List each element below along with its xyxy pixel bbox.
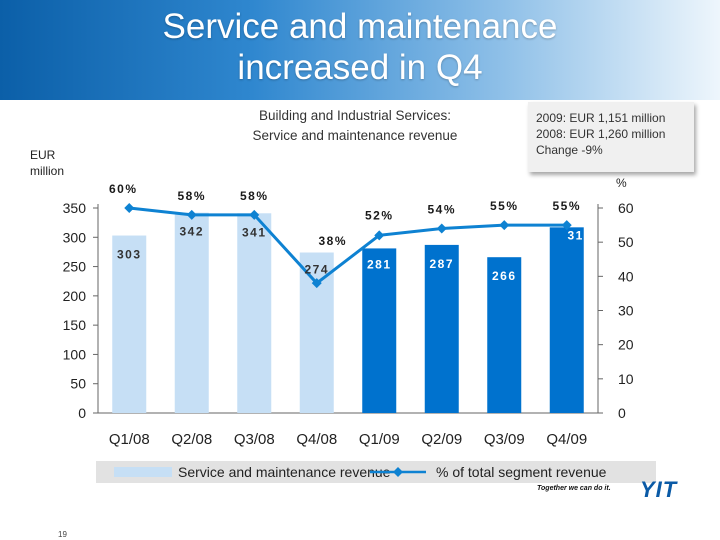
- x-tick-label: Q3/08: [234, 431, 275, 448]
- percent-point: [374, 230, 385, 241]
- legend-swatch-line: [370, 467, 426, 477]
- summary-line-change: Change -9%: [536, 143, 603, 157]
- legend-swatch-bar: [114, 467, 172, 477]
- y-tick-label: 150: [63, 317, 87, 333]
- y-tick-label: 100: [63, 346, 87, 362]
- y-tick-label: 200: [63, 288, 87, 304]
- percent-point: [499, 220, 510, 231]
- y-axis-left-label: EUR million: [30, 148, 65, 178]
- percent-value-label: 60%: [109, 182, 138, 196]
- percent-point: [124, 203, 135, 213]
- bar-value-label: 281: [367, 257, 392, 271]
- header-banner: [0, 0, 720, 100]
- y2-tick-label: 30: [618, 303, 634, 319]
- percent-value-label: 55%: [552, 199, 581, 213]
- revenue-bar: [362, 248, 397, 413]
- percent-point: [186, 209, 197, 220]
- footer-slogan: Together we can do it.: [537, 485, 611, 492]
- revenue-bar: [299, 252, 334, 413]
- x-tick-label: Q4/08: [296, 431, 337, 448]
- page-number: 19: [58, 530, 67, 539]
- x-tick-label: Q4/09: [546, 431, 587, 448]
- y2-tick-label: 50: [618, 234, 634, 250]
- percent-value-label: 54%: [427, 203, 456, 217]
- bar-value-label: 266: [492, 269, 517, 283]
- slide-title: Service and maintenance increased in Q4: [162, 7, 558, 87]
- revenue-bar: [112, 235, 147, 413]
- percent-point: [436, 223, 447, 234]
- revenue-bar: [424, 244, 459, 413]
- percent-point: [311, 278, 322, 289]
- y2-tick-label: 60: [618, 200, 634, 216]
- yit-logo: YIT: [640, 477, 678, 502]
- y2-tick-label: 10: [618, 371, 634, 387]
- percent-point: [561, 220, 572, 231]
- y-tick-label: 0: [78, 405, 86, 421]
- percent-value-label: 58%: [177, 189, 206, 203]
- x-tick-label: Q1/09: [359, 431, 400, 448]
- revenue-bar: [487, 257, 522, 413]
- y-tick-label: 350: [63, 200, 87, 216]
- percent-value-label: 55%: [490, 199, 519, 213]
- y-tick-label: 50: [70, 376, 86, 392]
- bar-value-label: 287: [429, 257, 454, 271]
- chart-subtitle: Building and Industrial Services: Servic…: [252, 108, 458, 143]
- chart-legend: Service and maintenance revenue % of tot…: [96, 461, 656, 483]
- y2-tick-label: 0: [618, 405, 626, 421]
- revenue-bar: [549, 227, 584, 413]
- y2-tick-label: 20: [618, 337, 634, 353]
- summary-line-2009: 2009: EUR 1,151 million: [536, 111, 666, 125]
- x-tick-label: Q2/09: [421, 431, 462, 448]
- percent-point: [249, 209, 260, 220]
- revenue-bar: [174, 212, 209, 413]
- percent-value-label: 38%: [318, 234, 347, 248]
- x-tick-label: Q1/08: [109, 431, 150, 448]
- bar-value-label: 274: [304, 263, 329, 277]
- summary-line-2008: 2008: EUR 1,260 million: [536, 127, 666, 141]
- bar-value-label: 317: [567, 228, 592, 242]
- percent-line: [129, 206, 567, 286]
- y2-tick-label: 40: [618, 268, 634, 284]
- bar-value-label: 303: [117, 248, 142, 262]
- percent-value-label: 52%: [365, 208, 394, 222]
- y-tick-label: 250: [63, 259, 87, 275]
- bar-value-label: 342: [179, 225, 204, 239]
- bar-value-label: 341: [242, 225, 267, 239]
- percent-value-label: 58%: [240, 189, 269, 203]
- summary-box: 2009: EUR 1,151 million 2008: EUR 1,260 …: [528, 102, 694, 172]
- x-tick-label: Q3/09: [484, 431, 525, 448]
- revenue-bar: [237, 213, 272, 413]
- legend-label-revenue: Service and maintenance revenue: [178, 464, 391, 480]
- y-tick-label: 300: [63, 229, 87, 245]
- x-tick-label: Q2/08: [171, 431, 212, 448]
- y-axis-right-label: %: [616, 176, 627, 190]
- legend-label-percent: % of total segment revenue: [436, 464, 607, 480]
